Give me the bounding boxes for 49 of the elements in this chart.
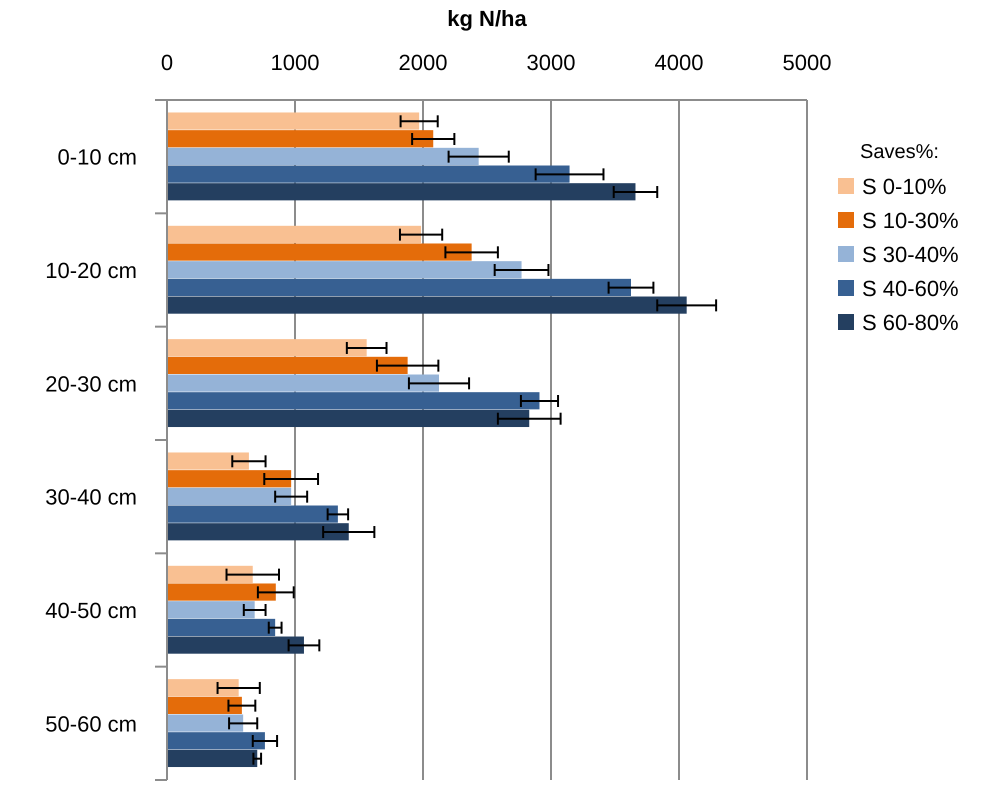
bar — [167, 392, 540, 410]
bar — [167, 278, 631, 296]
bar — [167, 410, 530, 428]
legend-label: S 60-80% — [862, 310, 959, 335]
bar — [167, 583, 276, 601]
x-tick-label: 4000 — [654, 50, 704, 75]
legend-label: S 10-30% — [862, 208, 959, 233]
y-tick-label: 20-30 cm — [45, 371, 137, 396]
bar — [167, 732, 265, 750]
bar — [167, 523, 349, 540]
bar — [167, 261, 522, 278]
x-tick-label: 1000 — [270, 50, 320, 75]
bar — [167, 506, 338, 523]
bar — [167, 166, 570, 183]
bar — [167, 183, 636, 200]
bar — [167, 374, 439, 392]
x-tick-label: 2000 — [398, 50, 448, 75]
y-tick-label: 50-60 cm — [45, 711, 137, 736]
bar — [167, 636, 304, 654]
bar — [167, 452, 249, 470]
y-tick-label: 0-10 cm — [58, 144, 137, 170]
bar — [167, 148, 479, 166]
x-tick-label: 0 — [160, 50, 174, 75]
bar — [167, 488, 292, 506]
x-tick-label: 3000 — [526, 50, 576, 75]
bar — [167, 679, 239, 696]
bar — [167, 618, 276, 636]
x-tick-label: 5000 — [782, 50, 832, 75]
bar — [167, 601, 255, 618]
bar — [167, 566, 253, 583]
legend-title: Saves%: — [860, 141, 939, 163]
bar — [167, 243, 472, 261]
bar — [167, 356, 408, 374]
bar — [167, 470, 292, 488]
bar — [167, 112, 420, 130]
bar — [167, 226, 422, 243]
legend-label: S 30-40% — [862, 242, 959, 267]
y-tick-label: 30-40 cm — [45, 484, 137, 510]
bar — [167, 296, 687, 314]
bar — [167, 130, 434, 148]
bar — [167, 339, 367, 356]
legend-label: S 40-60% — [862, 276, 959, 301]
legend-label: S 0-10% — [862, 174, 946, 199]
y-tick-label: 10-20 cm — [45, 258, 137, 283]
bar — [167, 714, 244, 732]
bar — [167, 696, 242, 714]
y-tick-label: 40-50 cm — [45, 598, 137, 623]
bar — [167, 750, 258, 768]
x-axis-title: kg N/ha — [447, 6, 528, 31]
